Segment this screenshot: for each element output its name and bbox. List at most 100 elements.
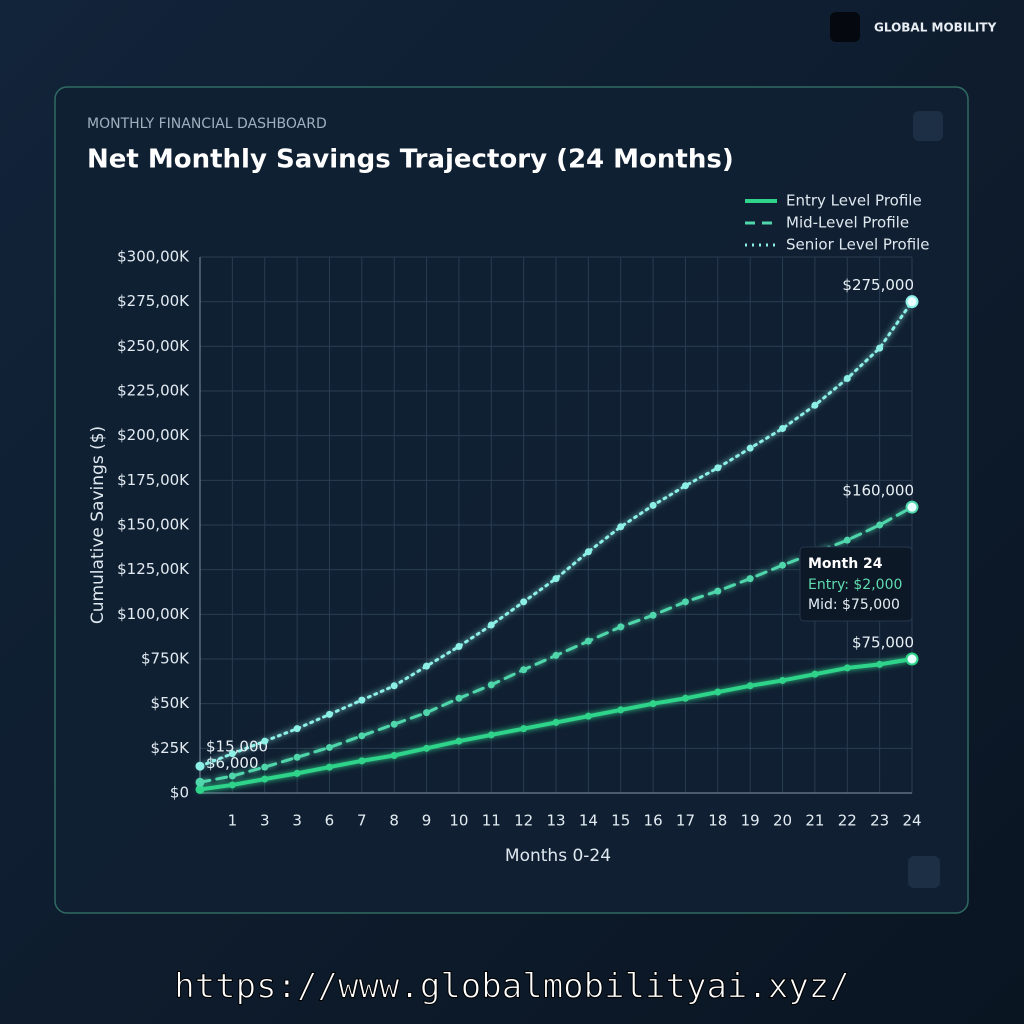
data-point [779,425,787,433]
y-tick-label: $750K [141,650,190,668]
tooltip-title: Month 24 [808,556,883,572]
y-tick-label: $275,00K [117,292,190,310]
data-point [358,732,366,740]
x-tick-label: 7 [357,812,367,830]
data-point [261,763,269,771]
tooltip [799,546,913,622]
x-tick-label: 6 [325,812,335,830]
x-tick-label: 22 [838,812,857,830]
data-point [487,621,495,629]
data-point [843,536,851,544]
chart-title: Net Monthly Savings Trajectory (24 Month… [87,145,734,175]
data-point [905,500,919,514]
y-tick-label: $200,00K [117,426,190,444]
data-point [228,781,236,789]
data-point [779,561,787,569]
legend-label: Mid-Level Profile [786,214,909,232]
data-point [714,464,722,472]
settings-button[interactable] [908,856,940,888]
x-tick-label: 23 [870,812,889,830]
data-point [552,718,560,726]
card [54,86,969,914]
data-point [261,737,269,745]
data-point [293,725,301,733]
x-tick-label: 21 [805,812,824,830]
legend-label: Entry Level Profile [786,192,922,210]
data-point [228,750,236,758]
data-point [520,725,528,733]
x-tick-label: 18 [708,812,727,830]
y-tick-label: $100,00K [117,605,190,623]
data-point [261,775,269,783]
y-axis-label: Cumulative Savings ($) [88,426,108,624]
x-tick-label: 8 [389,812,399,830]
data-point [487,681,495,689]
data-point [293,769,301,777]
data-point [617,623,625,631]
data-point [714,587,722,595]
data-point [455,642,463,650]
data-point [390,751,398,759]
data-point [617,523,625,531]
data-point [325,710,333,718]
data-point [228,772,236,780]
data-point [358,696,366,704]
data-point [811,401,819,409]
data-label: $15,000 [206,738,268,756]
x-tick-label: 20 [773,812,792,830]
data-point [552,575,560,583]
data-point [293,753,301,761]
data-point [649,501,657,509]
data-point [390,720,398,728]
y-tick-label: $225,00K [117,382,190,400]
data-point [843,664,851,672]
data-point [584,548,592,556]
data-label: $160,000 [842,482,914,500]
brand-name: GLOBAL MOBILITY [874,21,997,35]
series-line [198,300,914,768]
y-tick-label: $125,00K [117,560,190,578]
data-point [358,757,366,765]
data-point [681,598,689,606]
x-tick-label: 15 [611,812,630,830]
data-point [423,662,431,670]
data-point [455,737,463,745]
x-tick-label: 1 [228,812,238,830]
data-point [325,763,333,771]
watermark: https://www.globalmobilityai.xyz/ [174,967,850,1007]
data-point [843,374,851,382]
data-point [746,682,754,690]
data-point [779,676,787,684]
data-point [746,444,754,452]
x-tick-label: 24 [902,812,921,830]
data-point [423,709,431,717]
data-point [681,694,689,702]
data-point [520,598,528,606]
y-tick-label: $250,00K [117,337,190,355]
y-tick-label: $300,00K [117,248,190,266]
export-button[interactable] [913,111,943,141]
data-point [876,521,884,529]
data-point [552,651,560,659]
data-label: $75,000 [852,634,914,652]
x-tick-label: 13 [546,812,565,830]
brand-logo [830,12,860,42]
x-tick-label: 3 [260,812,270,830]
data-point [876,660,884,668]
x-tick-label: 14 [579,812,598,830]
data-point [584,712,592,720]
x-tick-label: 12 [514,812,533,830]
data-point [423,744,431,752]
data-point [325,743,333,751]
y-tick-label: $25K [151,739,191,757]
data-point [195,784,205,794]
y-tick-label: $150,00K [117,516,190,534]
y-tick-label: $50K [151,694,191,712]
x-tick-label: 19 [741,812,760,830]
data-point [455,694,463,702]
data-point [746,575,754,583]
data-point [487,731,495,739]
x-tick-label: 3 [292,812,302,830]
x-tick-label: 17 [676,812,695,830]
